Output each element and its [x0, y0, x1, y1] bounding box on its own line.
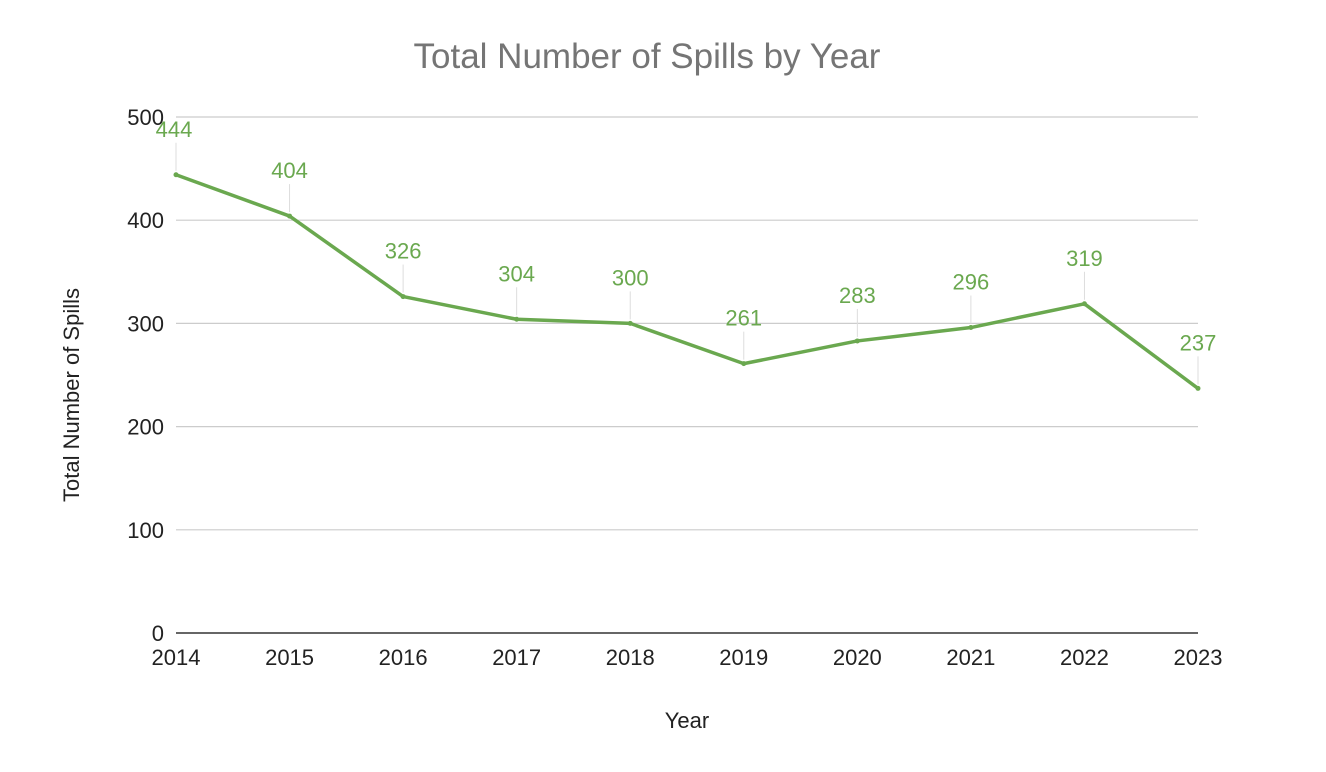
- data-point: [968, 325, 974, 331]
- data-point: [741, 361, 747, 367]
- x-tick-label: 2022: [1060, 645, 1109, 670]
- x-tick-label: 2016: [379, 645, 428, 670]
- x-tick-label: 2014: [152, 645, 201, 670]
- data-point: [854, 338, 860, 344]
- data-point: [1195, 385, 1201, 391]
- data-label: 296: [953, 270, 990, 295]
- x-axis-title: Year: [665, 708, 709, 733]
- data-point: [627, 320, 633, 326]
- x-tick-label: 2015: [265, 645, 314, 670]
- data-label: 304: [498, 261, 535, 286]
- x-axis-tick-labels: 2014 2015 2016 2017 2018 2019 2020 2021 2022 2023: [152, 645, 1223, 670]
- data-label: 237: [1180, 330, 1217, 355]
- gridlines: [176, 116, 1198, 634]
- data-label: 261: [725, 306, 762, 331]
- data-label-leaders: [175, 142, 1199, 385]
- data-label: 319: [1066, 246, 1103, 271]
- y-axis-title: Total Number of Spills: [59, 288, 84, 502]
- y-tick-label: 400: [127, 208, 164, 233]
- x-tick-label: 2020: [833, 645, 882, 670]
- y-tick-label: 300: [127, 311, 164, 336]
- chart-title: Total Number of Spills by Year: [414, 37, 881, 76]
- x-tick-label: 2023: [1174, 645, 1223, 670]
- y-tick-label: 0: [152, 621, 164, 646]
- y-axis-tick-labels: 0 100 200 300 400 500: [127, 105, 164, 646]
- data-label: 283: [839, 283, 876, 308]
- data-point: [514, 316, 520, 322]
- series-layer: [173, 172, 1201, 391]
- y-tick-label: 500: [127, 105, 164, 130]
- data-point: [1081, 301, 1087, 307]
- y-tick-label: 200: [127, 415, 164, 440]
- x-tick-label: 2019: [719, 645, 768, 670]
- data-label: 444: [156, 117, 193, 142]
- data-label: 300: [612, 265, 649, 290]
- data-label: 326: [385, 239, 422, 264]
- data-labels: 444 404 326 304 300 261 283 296 319 237: [156, 117, 1217, 356]
- data-label: 404: [271, 158, 308, 183]
- data-point: [173, 172, 179, 178]
- x-tick-label: 2018: [606, 645, 655, 670]
- x-tick-label: 2017: [492, 645, 541, 670]
- y-tick-label: 100: [127, 518, 164, 543]
- series-line: [174, 173, 1200, 391]
- data-point: [287, 213, 293, 219]
- x-tick-label: 2021: [946, 645, 995, 670]
- data-point: [400, 294, 406, 300]
